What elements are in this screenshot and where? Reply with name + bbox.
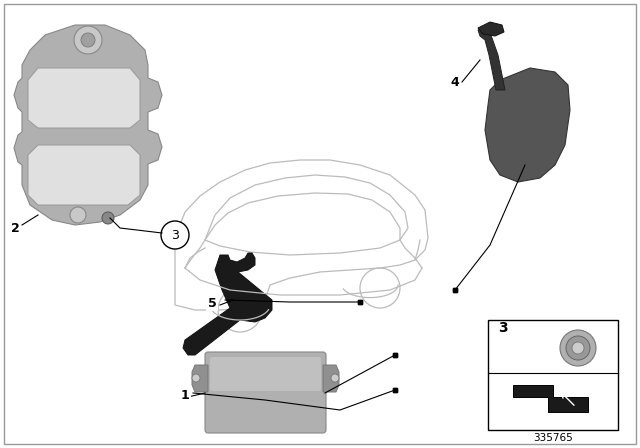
Polygon shape [183,253,272,355]
Polygon shape [28,145,140,205]
Circle shape [161,221,189,249]
Circle shape [74,26,102,54]
Text: 3: 3 [171,228,179,241]
Text: 3: 3 [498,321,508,335]
Text: 1: 1 [180,388,189,401]
Polygon shape [323,365,339,392]
Text: 335765: 335765 [533,433,573,443]
Circle shape [560,330,596,366]
Polygon shape [478,22,504,36]
Circle shape [102,212,114,224]
Text: 5: 5 [207,297,216,310]
FancyBboxPatch shape [205,352,326,433]
Polygon shape [192,365,208,392]
Polygon shape [513,385,588,412]
Circle shape [81,33,95,47]
Circle shape [566,336,590,360]
Circle shape [572,342,584,354]
Polygon shape [28,68,140,128]
Circle shape [331,374,339,382]
Bar [488,320,618,430]
Text: 4: 4 [451,76,460,89]
Polygon shape [478,28,505,90]
Circle shape [70,207,86,223]
Circle shape [192,374,200,382]
Text: 2: 2 [11,221,19,234]
Polygon shape [485,68,570,182]
FancyBboxPatch shape [210,357,321,391]
Polygon shape [14,25,162,225]
